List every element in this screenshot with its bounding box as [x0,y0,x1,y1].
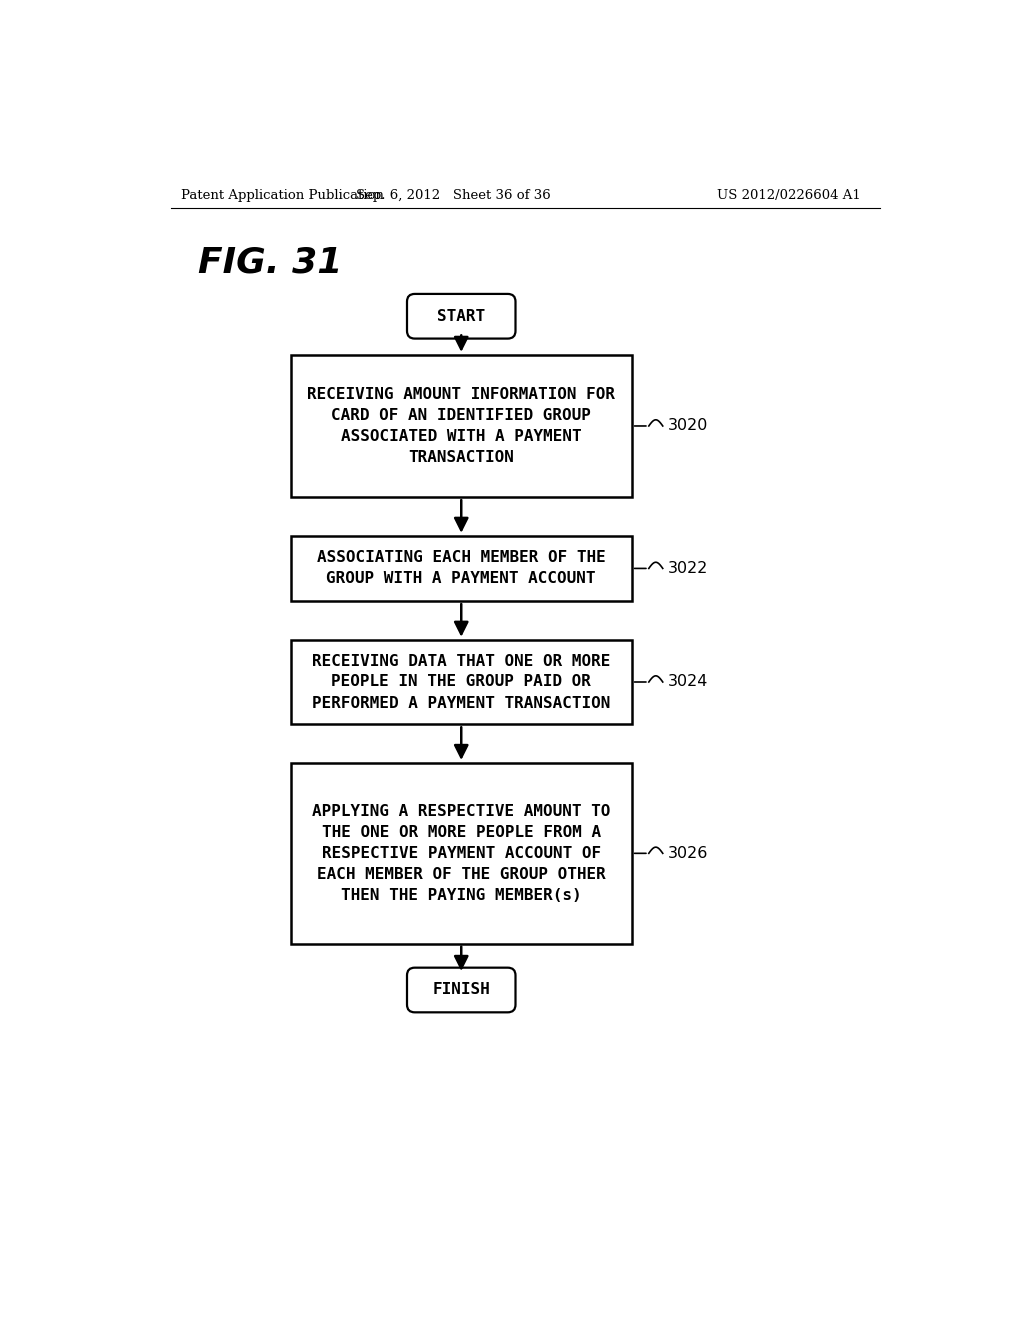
Bar [291,536,632,601]
Text: Patent Application Publication: Patent Application Publication [180,189,384,202]
Text: APPLYING A RESPECTIVE AMOUNT TO
THE ONE OR MORE PEOPLE FROM A
RESPECTIVE PAYMENT: APPLYING A RESPECTIVE AMOUNT TO THE ONE … [312,804,610,903]
FancyBboxPatch shape [407,968,515,1012]
Text: FINISH: FINISH [432,982,490,998]
Bar [291,640,632,725]
Text: 3020: 3020 [669,418,709,433]
Text: RECEIVING DATA THAT ONE OR MORE
PEOPLE IN THE GROUP PAID OR
PERFORMED A PAYMENT : RECEIVING DATA THAT ONE OR MORE PEOPLE I… [312,653,610,710]
Text: 3022: 3022 [669,561,709,576]
Text: RECEIVING AMOUNT INFORMATION FOR
CARD OF AN IDENTIFIED GROUP
ASSOCIATED WITH A P: RECEIVING AMOUNT INFORMATION FOR CARD OF… [307,387,615,465]
FancyBboxPatch shape [407,294,515,339]
Text: 3026: 3026 [669,846,709,861]
Bar [291,763,632,944]
Text: 3024: 3024 [669,675,709,689]
Bar [291,355,632,498]
Text: US 2012/0226604 A1: US 2012/0226604 A1 [717,189,861,202]
Text: FIG. 31: FIG. 31 [198,246,342,280]
Text: ASSOCIATING EACH MEMBER OF THE
GROUP WITH A PAYMENT ACCOUNT: ASSOCIATING EACH MEMBER OF THE GROUP WIT… [316,550,605,586]
Text: Sep. 6, 2012   Sheet 36 of 36: Sep. 6, 2012 Sheet 36 of 36 [356,189,551,202]
Text: START: START [437,309,485,323]
